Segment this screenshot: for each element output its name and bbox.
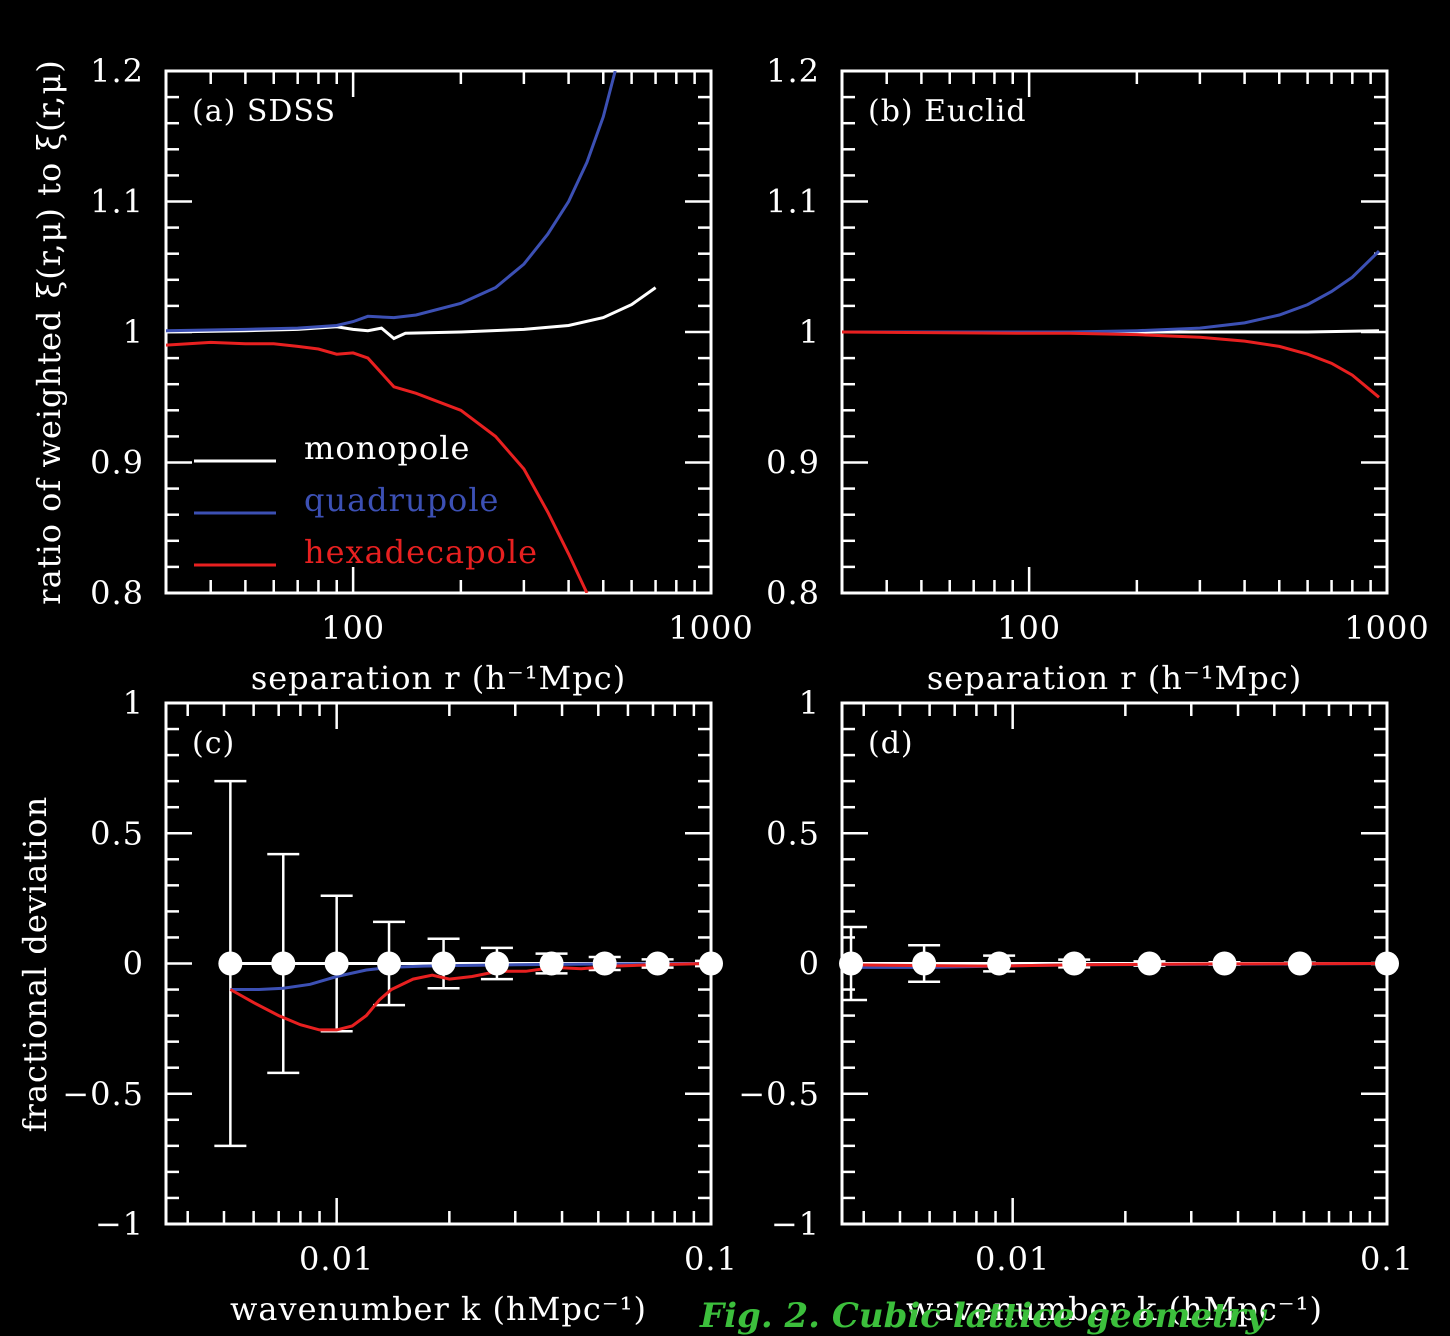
x-tick-label: 1000: [1344, 609, 1429, 647]
y-axis-label-top: ratio of weighted ξ(r,μ) to ξ(r,μ): [30, 59, 68, 604]
y-tick-label: 0.8: [90, 574, 144, 612]
x-axis-label: wavenumber k (hMpc⁻¹): [230, 1290, 647, 1328]
data-point: [1062, 951, 1087, 976]
data-point: [484, 951, 509, 976]
panel-title: (c): [192, 726, 235, 761]
x-axis-label: wavenumber k (hMpc⁻¹): [906, 1290, 1323, 1328]
data-point: [645, 951, 670, 976]
panel-b-euclid: 100 1000 0.8 0.9 1 1.1 1.2 separation r (h⁻¹Mpc…: [766, 52, 1429, 697]
series-line-quadrupole: [166, 71, 617, 333]
legend-label-quadrupole: quadrupole: [304, 481, 499, 519]
data-point: [1287, 951, 1312, 976]
panel-a-sdss: 100 1000 0.8 0.9 1 1.1 1.2 separation r (h⁻¹Mpc…: [90, 52, 753, 697]
y-tick-label: −1: [95, 1205, 144, 1243]
y-tick-label: 0: [799, 945, 820, 983]
caption-overlay: Fig. 2. Cubic lattice geometry: [700, 1296, 1266, 1336]
y-tick-label: 0.5: [90, 814, 144, 852]
panel-title: (b) Euclid: [868, 94, 1027, 129]
data-point: [1137, 951, 1162, 976]
x-tick-label: 0.1: [684, 1240, 738, 1278]
panel-c: 0.01 0.1 −1 −0.5 0 0.5 1 wavenumber k (hMpc⁻¹) (…: [62, 684, 738, 1328]
y-tick-label: 1: [799, 313, 820, 351]
y-tick-label: −0.5: [738, 1075, 820, 1113]
panel-title: (a) SDSS: [192, 94, 336, 129]
y-tick-label: 1: [123, 313, 144, 351]
data-point: [839, 951, 864, 976]
x-tick-label: 0.01: [975, 1240, 1050, 1278]
data-point: [218, 951, 243, 976]
legend-label-hexadecapole: hexadecapole: [304, 533, 538, 571]
data-point: [324, 951, 349, 976]
panel-d: 0.01 0.1 −1 −0.5 0 0.5 1 wavenumber k (hMpc⁻¹) (…: [738, 684, 1414, 1328]
x-tick-label: 1000: [668, 609, 753, 647]
y-tick-label: 0: [123, 945, 144, 983]
data-point: [271, 951, 296, 976]
y-tick-label: 1.1: [766, 183, 820, 221]
data-point: [987, 951, 1012, 976]
legend: monopole quadrupole hexadecapole: [194, 429, 538, 571]
x-tick-label: 0.1: [1360, 1240, 1414, 1278]
y-tick-label: 1.1: [90, 183, 144, 221]
data-point: [431, 951, 456, 976]
series-line-hexadecapole: [229, 962, 711, 1032]
y-tick-label: −0.5: [62, 1075, 144, 1113]
x-tick-label: 100: [321, 609, 385, 647]
y-tick-label: 1.2: [766, 52, 820, 90]
y-tick-label: 1: [123, 684, 144, 722]
series-line-hexadecapole: [842, 330, 1380, 399]
panel-title: (d): [868, 726, 914, 761]
y-tick-label: 1: [799, 684, 820, 722]
data-point: [699, 951, 723, 976]
y-tick-label: 0.8: [766, 574, 820, 612]
data-point: [1212, 951, 1237, 976]
y-tick-label: 1.2: [90, 52, 144, 90]
y-axis-label-bottom: fractional deviation: [16, 796, 54, 1132]
y-tick-label: 0.9: [766, 444, 820, 482]
legend-label-monopole: monopole: [304, 429, 470, 467]
marker-group: [839, 951, 1399, 976]
x-tick-label: 100: [997, 609, 1061, 647]
x-axis-label: separation r (h⁻¹Mpc): [251, 659, 626, 697]
series-group: [229, 962, 711, 1032]
series-line-quadrupole: [230, 962, 711, 991]
series-line-hexadecapole: [166, 340, 589, 593]
data-point: [912, 951, 937, 976]
y-tick-label: 0.5: [766, 814, 820, 852]
series-group: [842, 250, 1381, 399]
data-point: [539, 951, 564, 976]
data-point: [1375, 951, 1399, 976]
x-axis-label: separation r (h⁻¹Mpc): [927, 659, 1302, 697]
series-group: [166, 71, 657, 593]
data-point: [592, 951, 617, 976]
y-tick-label: −1: [771, 1205, 820, 1243]
y-tick-label: 0.9: [90, 444, 144, 482]
data-point: [377, 951, 402, 976]
series-line-quadrupole: [842, 250, 1381, 334]
marker-group: [218, 951, 723, 976]
x-tick-label: 0.01: [299, 1240, 374, 1278]
